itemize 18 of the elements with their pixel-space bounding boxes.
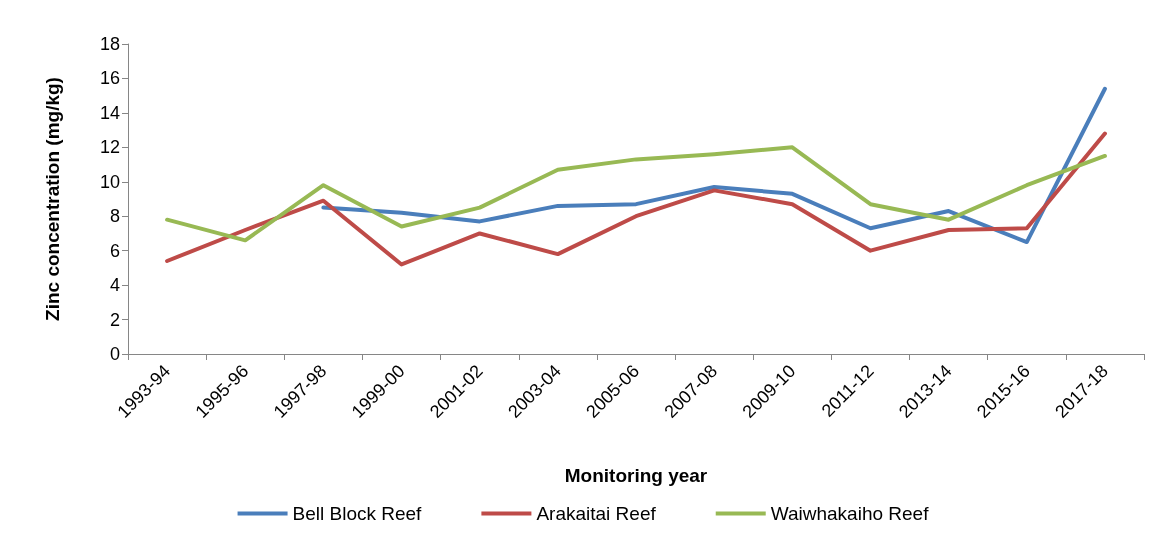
legend-label: Arakaitai Reef <box>536 503 657 524</box>
legend-label: Bell Block Reef <box>292 503 423 524</box>
x-axis-title: Monitoring year <box>564 465 708 486</box>
line-series <box>165 131 1107 267</box>
y-tick-label: 8 <box>109 206 120 227</box>
y-tick-label: 0 <box>109 344 120 364</box>
y-tick-label: 10 <box>99 171 120 192</box>
line-series <box>321 86 1107 245</box>
y-tick-label: 12 <box>99 137 120 158</box>
y-tick-label: 6 <box>109 240 120 261</box>
y-tick-label: 18 <box>99 34 120 54</box>
y-axis-title: Zinc concentration (mg/kg) <box>42 77 63 321</box>
y-tick-label: 14 <box>99 102 120 123</box>
y-tick-label: 4 <box>109 275 120 296</box>
y-tick-label: 16 <box>99 68 120 89</box>
line-series <box>165 145 1107 243</box>
y-tick-label: 2 <box>109 309 120 330</box>
legend-label: Waiwhakaiho Reef <box>770 503 930 524</box>
